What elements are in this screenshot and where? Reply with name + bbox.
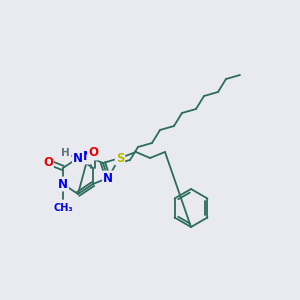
Text: H: H [61,148,69,158]
Text: N: N [58,178,68,190]
Text: S: S [116,152,124,164]
Text: N: N [83,151,93,164]
Text: O: O [43,155,53,169]
Text: CH₃: CH₃ [53,203,73,213]
Text: N: N [103,172,113,184]
Text: O: O [88,146,98,160]
Text: N: N [73,152,83,164]
